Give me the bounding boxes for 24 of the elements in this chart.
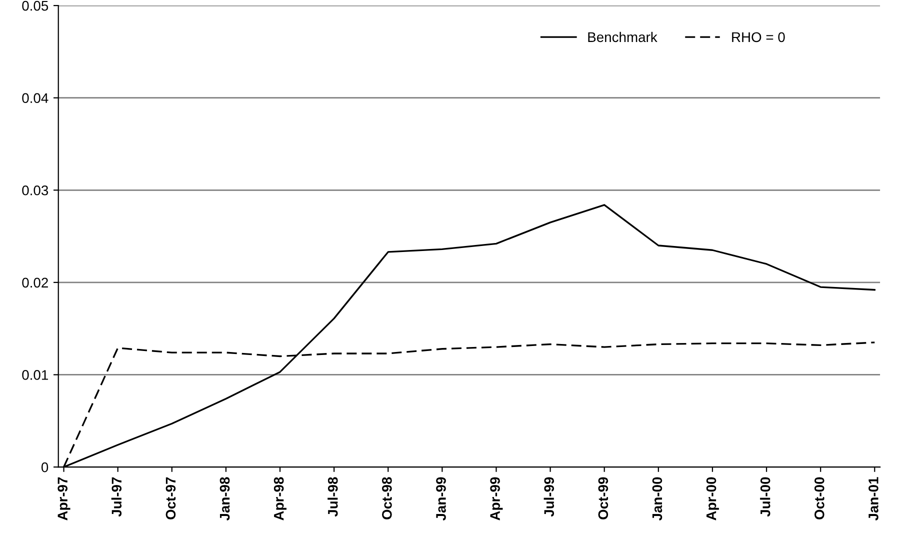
x-tick-label: Oct-98: [382, 477, 392, 520]
x-tick-label: Oct-99: [598, 477, 608, 520]
y-tick-label: 0: [41, 462, 48, 472]
x-tick-label: Jan-98: [220, 477, 230, 521]
legend-label: RHO = 0: [732, 32, 785, 42]
x-tick-label: Apr-00: [706, 477, 719, 520]
x-tick-label: Jul-98: [328, 477, 338, 517]
x-tick-label: Oct-00: [814, 477, 824, 520]
x-tick-label: Apr-97: [58, 477, 70, 520]
x-tick-label: Jan-00: [652, 477, 662, 521]
y-tick-label: 0.05: [22, 0, 48, 11]
y-tick-label: 0.02: [22, 278, 48, 288]
y-tick-label: 0.03: [22, 185, 48, 196]
x-tick-label: Apr-99: [490, 477, 503, 520]
legend-label: Benchmark: [588, 32, 658, 42]
x-tick-label: Jul-99: [544, 477, 554, 517]
x-tick-label: Apr-98: [274, 477, 286, 520]
x-tick-label: Jul-00: [760, 477, 770, 517]
x-tick-label: Jan-99: [436, 477, 446, 521]
x-tick-label: Oct-97: [166, 477, 176, 520]
x-tick-label: Jan-01: [868, 477, 878, 521]
x-tick-label: Jul-97: [111, 477, 122, 517]
y-tick-label: 0.04: [22, 93, 48, 104]
y-tick-label: 0.01: [22, 370, 48, 380]
